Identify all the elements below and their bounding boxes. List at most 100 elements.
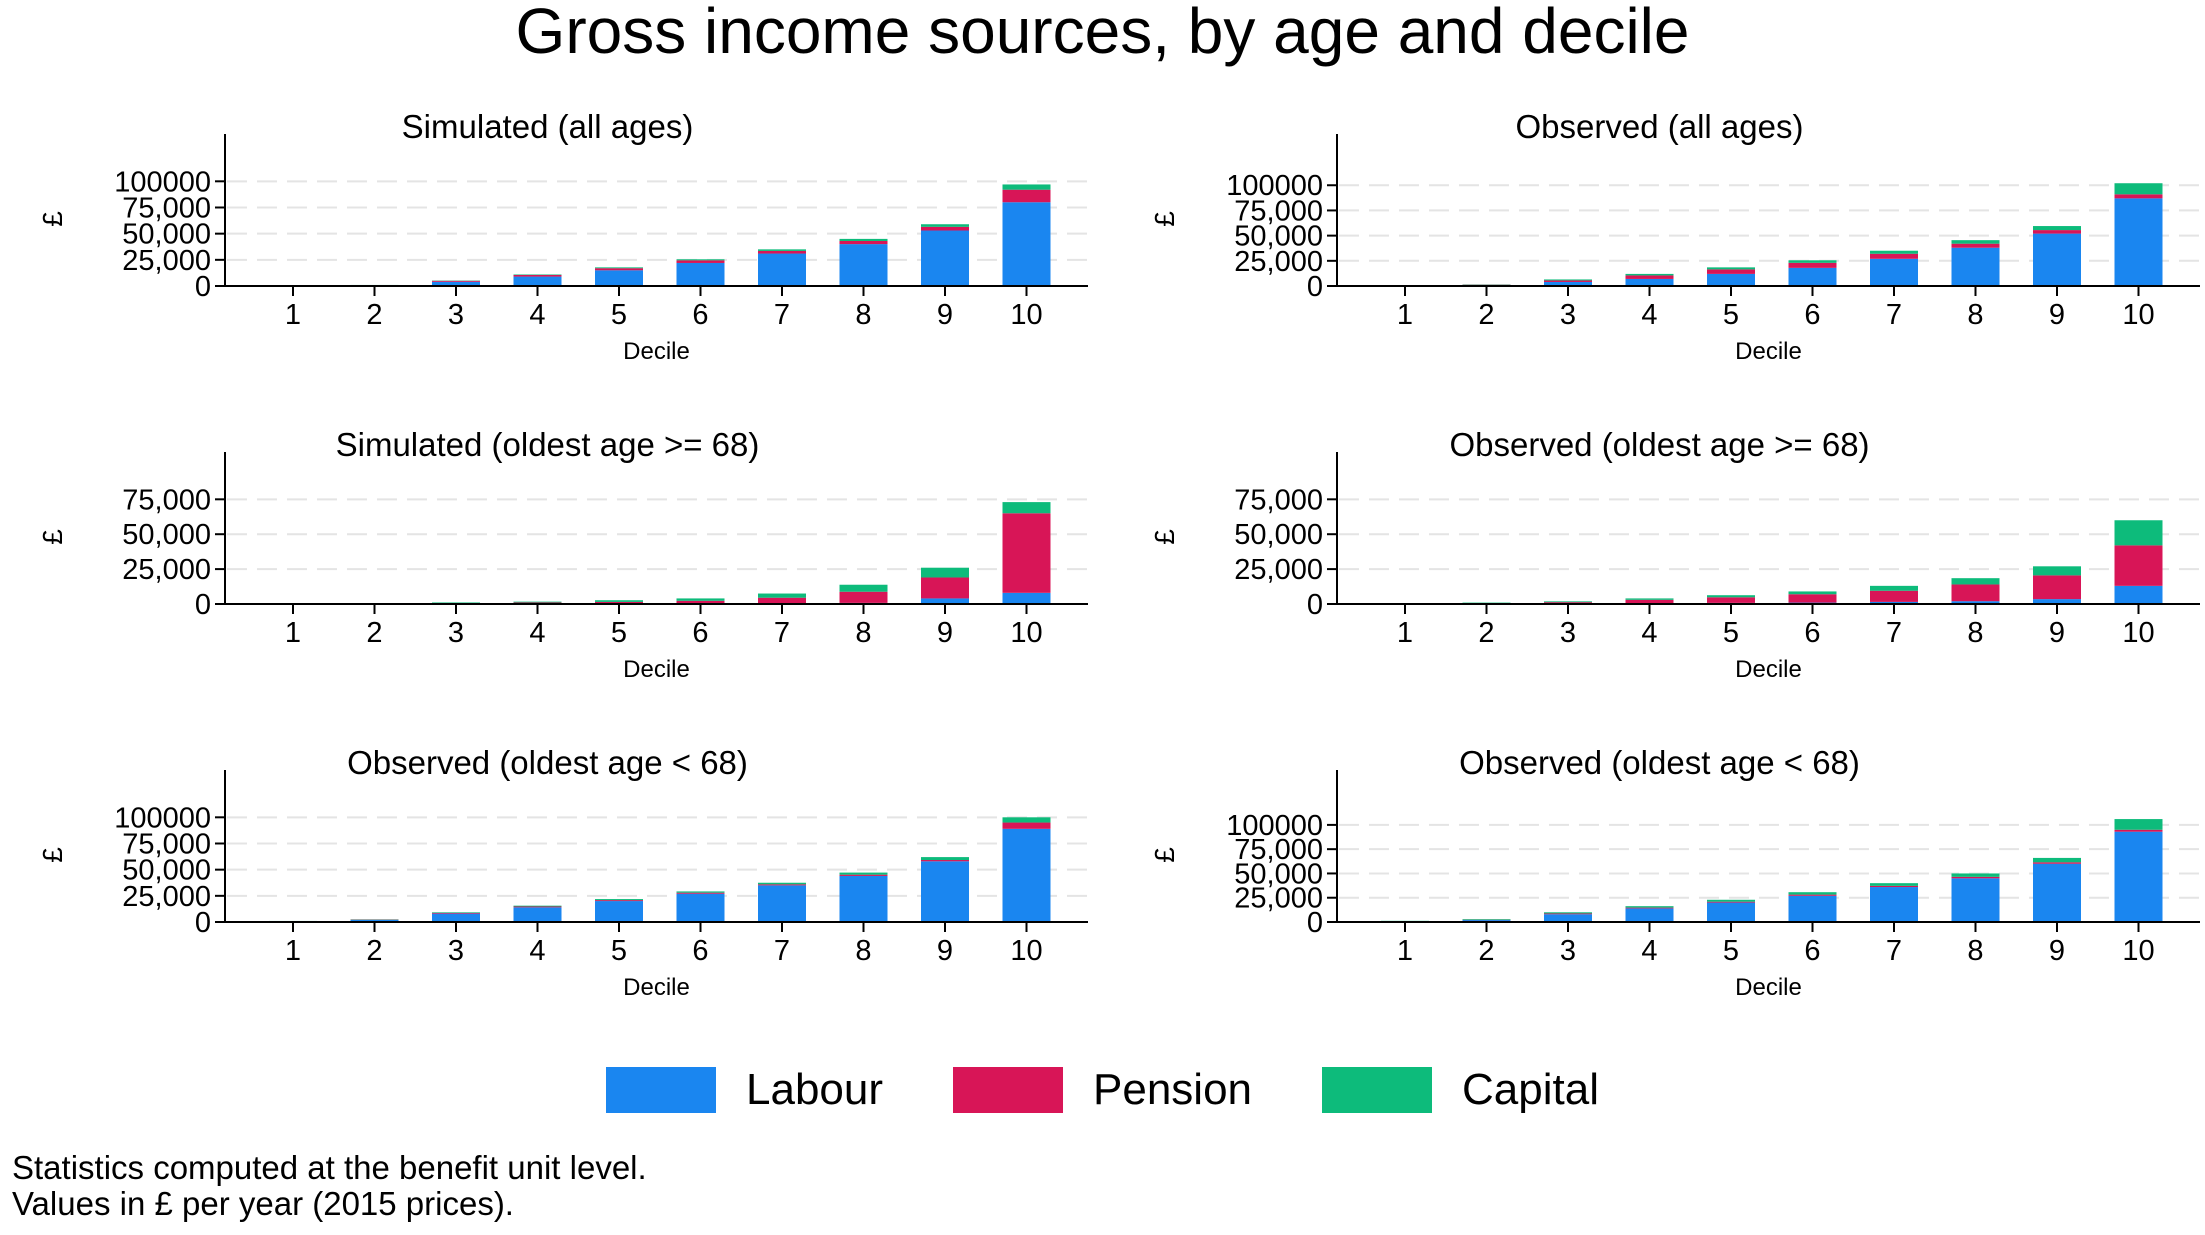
bar-labour-decile-7 xyxy=(1870,258,1918,286)
x-axis-label: Decile xyxy=(1735,656,1802,683)
bar-capital-decile-6 xyxy=(1788,892,1837,895)
x-axis-label: Decile xyxy=(623,656,690,683)
x-tick-label: 10 xyxy=(2122,935,2154,967)
x-tick-label: 7 xyxy=(774,617,790,649)
bar-pension-decile-9 xyxy=(2033,862,2081,864)
bar-pension-decile-10 xyxy=(1002,513,1051,593)
bar-labour-decile-10 xyxy=(2114,585,2163,604)
y-tick-label: 50,000 xyxy=(1234,221,1323,253)
y-tick-label: 25,000 xyxy=(122,881,211,913)
x-tick-label: 3 xyxy=(448,299,464,331)
bar-pension-decile-10 xyxy=(2114,545,2163,586)
bar-pension-decile-8 xyxy=(839,240,888,245)
bar-labour-decile-9 xyxy=(2033,863,2081,922)
bar-labour-decile-7 xyxy=(758,253,806,286)
y-axis-label: £ xyxy=(37,529,68,545)
bar-capital-decile-10 xyxy=(1002,502,1051,514)
x-tick-label: 5 xyxy=(1723,617,1739,649)
bar-labour-decile-10 xyxy=(1002,592,1051,604)
bar-pension-decile-5 xyxy=(1707,597,1755,603)
panel-title: Observed (oldest age >= 68) xyxy=(1449,426,1870,463)
y-tick-label: 0 xyxy=(195,271,211,303)
bar-pension-decile-2 xyxy=(1462,284,1511,286)
bar-labour-decile-6 xyxy=(676,893,725,922)
bar-capital-decile-3 xyxy=(432,602,480,604)
bar-capital-decile-6 xyxy=(676,598,725,601)
bar-capital-decile-8 xyxy=(839,584,888,592)
x-tick-label: 4 xyxy=(529,617,545,649)
bar-pension-decile-7 xyxy=(758,597,806,604)
y-tick-label: 50,000 xyxy=(122,219,211,251)
bar-capital-decile-4 xyxy=(513,601,562,603)
bar-pension-decile-8 xyxy=(1951,876,2000,879)
x-tick-label: 2 xyxy=(1478,935,1494,967)
x-tick-label: 1 xyxy=(285,617,301,649)
bar-capital-decile-5 xyxy=(1707,595,1755,598)
bar-labour-decile-3 xyxy=(432,281,480,286)
bar-pension-decile-6 xyxy=(1788,594,1837,603)
x-tick-label: 6 xyxy=(692,935,708,967)
bar-capital-decile-8 xyxy=(839,238,888,241)
bar-capital-decile-8 xyxy=(1951,578,2000,585)
bar-labour-decile-7 xyxy=(758,885,806,922)
x-tick-label: 4 xyxy=(529,935,545,967)
bar-pension-decile-6 xyxy=(676,260,725,263)
bar-capital-decile-10 xyxy=(1002,817,1051,823)
x-tick-label: 7 xyxy=(1886,299,1902,331)
y-tick-label: 75,000 xyxy=(1234,484,1323,516)
bar-capital-decile-6 xyxy=(1788,260,1837,263)
y-tick-label: 25,000 xyxy=(122,554,211,586)
legend-swatch-pension xyxy=(953,1067,1064,1113)
bar-pension-decile-7 xyxy=(1870,885,1918,888)
bar-capital-decile-7 xyxy=(758,882,806,885)
footnote-line: Values in £ per year (2015 prices). xyxy=(12,1185,514,1222)
bar-pension-decile-10 xyxy=(1002,822,1051,829)
chart-panel-observed-young-right: Observed (oldest age < 68) 0 25,000 50,000… xyxy=(1112,636,2205,1001)
bar-labour-decile-9 xyxy=(921,230,969,286)
bar-capital-decile-5 xyxy=(1707,899,1755,902)
x-tick-label: 10 xyxy=(2122,617,2154,649)
x-tick-label: 5 xyxy=(611,299,627,331)
bar-pension-decile-4 xyxy=(513,275,562,277)
bar-pension-decile-9 xyxy=(921,577,969,599)
bar-labour-decile-6 xyxy=(1788,267,1837,286)
x-tick-label: 2 xyxy=(366,935,382,967)
x-tick-label: 9 xyxy=(937,935,953,967)
bar-labour-decile-9 xyxy=(2033,599,2081,604)
bar-capital-decile-2 xyxy=(1462,919,1511,920)
x-tick-label: 10 xyxy=(1010,299,1042,331)
y-tick-label: 75,000 xyxy=(122,484,211,516)
bar-capital-decile-4 xyxy=(1625,906,1674,908)
bar-labour-decile-10 xyxy=(1002,828,1051,922)
bar-pension-decile-5 xyxy=(1707,901,1755,903)
x-tick-label: 2 xyxy=(366,299,382,331)
panel-title: Simulated (oldest age >= 68) xyxy=(335,426,760,463)
bar-capital-decile-10 xyxy=(2114,520,2163,546)
bar-capital-decile-9 xyxy=(921,857,969,861)
y-tick-label: 25,000 xyxy=(1234,246,1323,278)
x-axis-label: Decile xyxy=(1735,974,1802,1001)
bar-pension-decile-5 xyxy=(595,268,643,271)
bar-capital-decile-9 xyxy=(921,567,969,578)
y-axis-label: £ xyxy=(1149,211,1180,227)
bar-capital-decile-8 xyxy=(1951,873,2000,877)
y-tick-label: 75,000 xyxy=(122,828,211,860)
main-title: Gross income sources, by age and decile xyxy=(515,0,1690,67)
x-tick-label: 9 xyxy=(2049,617,2065,649)
y-axis-label: £ xyxy=(37,847,68,863)
bar-pension-decile-8 xyxy=(839,874,888,876)
x-tick-label: 3 xyxy=(1560,299,1576,331)
bar-pension-decile-8 xyxy=(1951,584,2000,602)
bar-capital-decile-8 xyxy=(1951,240,2000,244)
bar-capital-decile-7 xyxy=(758,593,806,598)
bar-pension-decile-7 xyxy=(1870,590,1918,602)
bar-pension-decile-5 xyxy=(595,900,643,902)
bar-pension-decile-3 xyxy=(1544,913,1592,915)
y-axis-label: £ xyxy=(1149,847,1180,863)
chart-panel-observed-old: Observed (oldest age >= 68) 0 25,000 50,00… xyxy=(1112,318,2205,683)
y-tick-label: 50,000 xyxy=(1234,519,1323,551)
bar-pension-decile-5 xyxy=(1707,269,1755,274)
x-tick-label: 5 xyxy=(1723,935,1739,967)
